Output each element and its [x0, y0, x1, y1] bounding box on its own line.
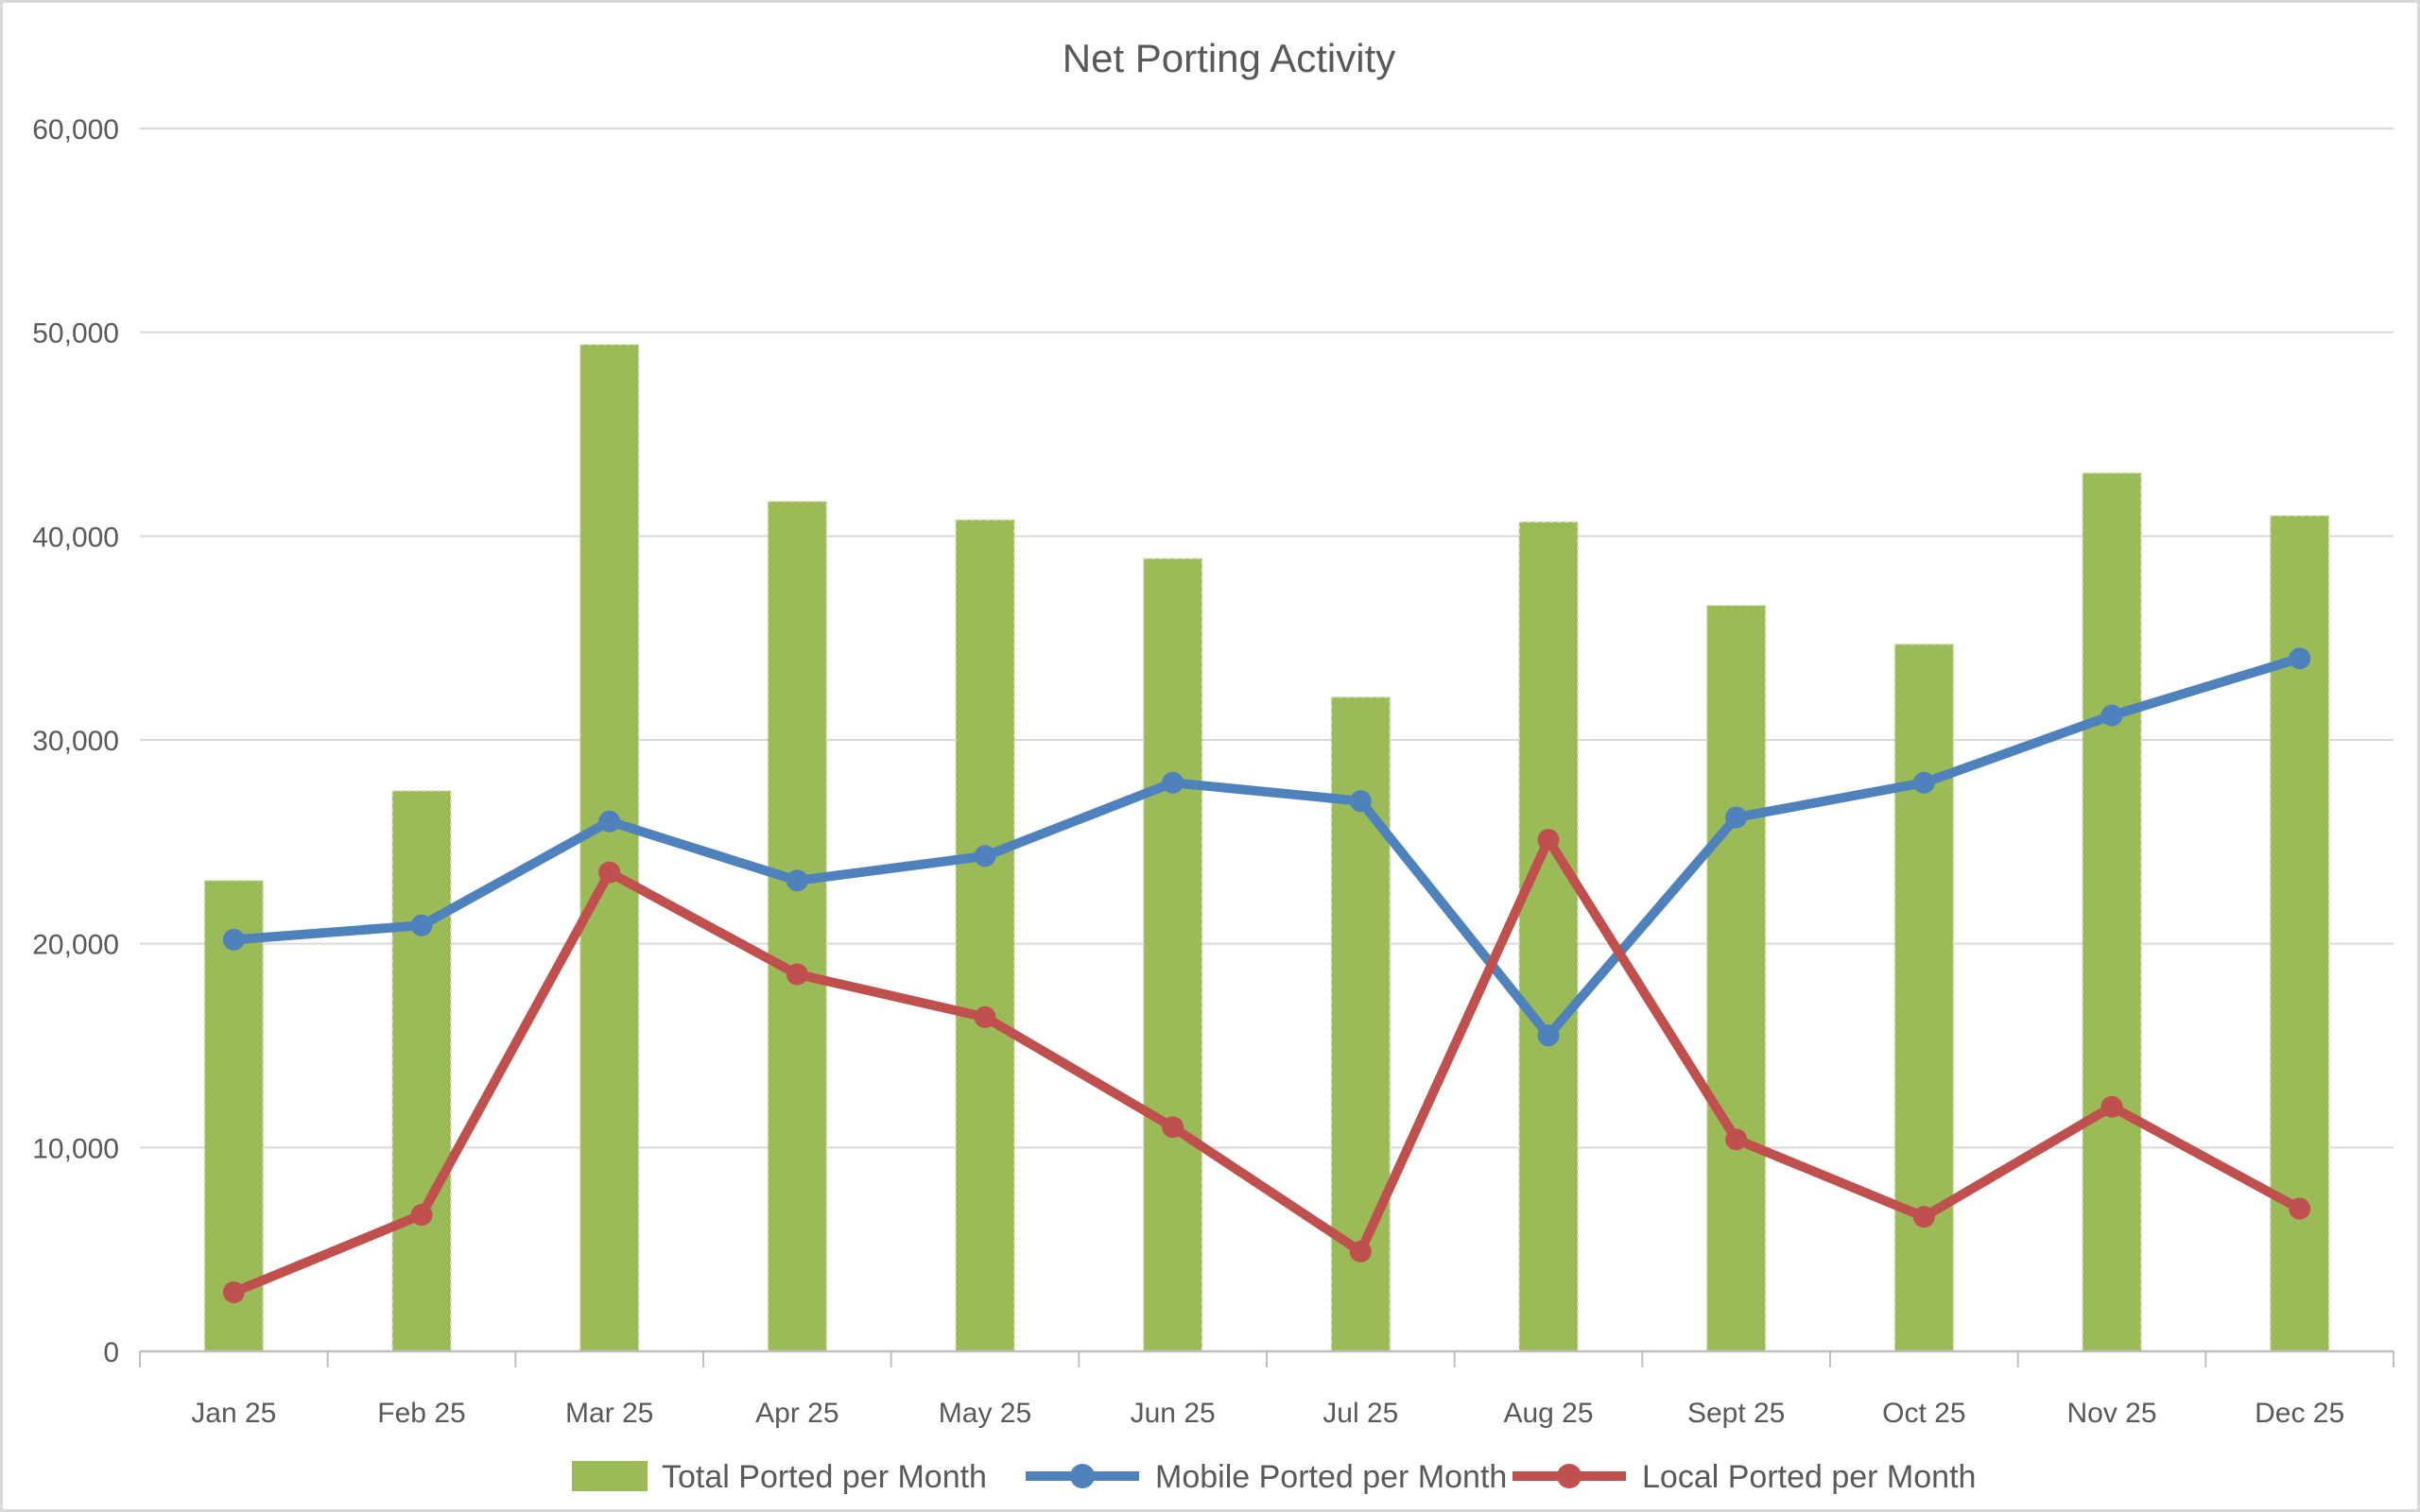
y-tick-label: 10,000	[32, 1133, 119, 1164]
x-tick-label-Feb 25: Feb 25	[377, 1398, 465, 1429]
bar-Jun 25[interactable]	[1142, 558, 1203, 1352]
data-point-Apr 25[interactable]	[786, 869, 808, 892]
chart-title: Net Porting Activity	[1063, 36, 1395, 80]
bar-series-total-ported	[203, 343, 2330, 1352]
data-point-Feb 25[interactable]	[410, 1204, 433, 1227]
data-point-Dec 25[interactable]	[2289, 647, 2311, 670]
legend-label-mobile: Mobile Ported per Month	[1155, 1459, 1507, 1495]
x-tick-label-Mar 25: Mar 25	[565, 1398, 653, 1429]
legend-bar-swatch-icon	[572, 1461, 648, 1491]
data-point-Sept 25[interactable]	[1725, 1128, 1748, 1151]
y-tick-label: 20,000	[32, 930, 119, 961]
x-tick-label-Apr 25: Apr 25	[755, 1398, 838, 1429]
y-tick-label: 40,000	[32, 522, 119, 553]
data-point-Oct 25[interactable]	[1912, 1206, 1935, 1228]
data-point-Jun 25[interactable]	[1162, 1116, 1184, 1139]
x-tick-label-May 25: May 25	[939, 1398, 1031, 1429]
x-tick-label-Nov 25: Nov 25	[2066, 1398, 2156, 1429]
bar-Jan 25[interactable]	[203, 880, 265, 1352]
x-tick-label-Aug 25: Aug 25	[1503, 1398, 1593, 1429]
data-point-Sept 25[interactable]	[1725, 806, 1748, 829]
legend-label-total: Total Ported per Month	[662, 1459, 987, 1495]
data-point-Dec 25[interactable]	[2289, 1197, 2311, 1220]
data-point-Nov 25[interactable]	[2100, 1095, 2123, 1118]
y-tick-label: 30,000	[32, 726, 119, 757]
series-line[interactable]	[229, 653, 2305, 1040]
x-tick-label-Oct 25: Oct 25	[1882, 1398, 1965, 1429]
x-tick-label-Jun 25: Jun 25	[1131, 1398, 1216, 1429]
y-tick-label: 0	[103, 1337, 119, 1368]
data-point-Aug 25[interactable]	[1537, 1024, 1560, 1047]
data-point-Feb 25[interactable]	[410, 914, 433, 936]
legend-label-local: Local Ported per Month	[1642, 1459, 1976, 1495]
x-tick-label-Dec 25: Dec 25	[2255, 1398, 2344, 1429]
legend-item-mobile[interactable]: Mobile Ported per Month	[1026, 1459, 1507, 1495]
y-tick-label: 50,000	[32, 318, 119, 350]
line-series-group	[222, 647, 2311, 1303]
data-point-May 25[interactable]	[974, 1005, 996, 1028]
bar-Oct 25[interactable]	[1893, 643, 1955, 1352]
data-point-Aug 25[interactable]	[1537, 829, 1560, 851]
x-axis-tick-labels: Jan 25 Feb 25 Mar 25 Apr 25 May 25 Jun 25 Jul …	[191, 1398, 2344, 1429]
y-axis-tick-labels: 0 10,000 20,000 30,000 40,000 50,000 60,000	[32, 114, 119, 1368]
line-series-local	[222, 829, 2311, 1303]
bar-Mar 25[interactable]	[579, 343, 640, 1352]
bar-May 25[interactable]	[955, 519, 1015, 1352]
legend-item-local[interactable]: Local Ported per Month	[1512, 1459, 1976, 1495]
bar-Nov 25[interactable]	[2082, 472, 2142, 1352]
bar-Dec 25[interactable]	[2269, 515, 2330, 1352]
legend-local-marker-icon	[1557, 1464, 1582, 1488]
data-point-May 25[interactable]	[974, 845, 996, 868]
data-point-Apr 25[interactable]	[786, 963, 808, 986]
line-series-mobile	[222, 647, 2311, 1047]
bar-Feb 25[interactable]	[391, 790, 452, 1352]
data-point-Mar 25[interactable]	[598, 861, 621, 884]
bar-Aug 25[interactable]	[1518, 521, 1579, 1352]
data-point-Jul 25[interactable]	[1349, 1240, 1372, 1263]
x-tick-label-Jan 25: Jan 25	[191, 1398, 276, 1429]
data-point-Jun 25[interactable]	[1162, 771, 1184, 794]
series-line[interactable]	[229, 834, 2305, 1297]
bar-Sept 25[interactable]	[1705, 604, 1767, 1352]
gridlines	[140, 128, 2394, 1149]
data-point-Jan 25[interactable]	[222, 1280, 245, 1303]
x-tick-label-Jul 25: Jul 25	[1322, 1398, 1398, 1429]
data-point-Oct 25[interactable]	[1912, 771, 1935, 794]
data-point-Jan 25[interactable]	[222, 928, 245, 951]
x-axis-line	[139, 1349, 2394, 1367]
legend-item-total[interactable]: Total Ported per Month	[572, 1459, 987, 1495]
data-point-Jul 25[interactable]	[1349, 790, 1372, 813]
y-tick-label: 60,000	[32, 114, 119, 146]
data-point-Nov 25[interactable]	[2100, 704, 2123, 727]
data-point-Mar 25[interactable]	[598, 810, 621, 833]
legend: Total Ported per Month Mobile Ported per…	[572, 1459, 1976, 1495]
bar-Apr 25[interactable]	[767, 500, 828, 1352]
x-tick-label-Sept 25: Sept 25	[1687, 1398, 1785, 1429]
legend-mobile-marker-icon	[1070, 1464, 1095, 1488]
